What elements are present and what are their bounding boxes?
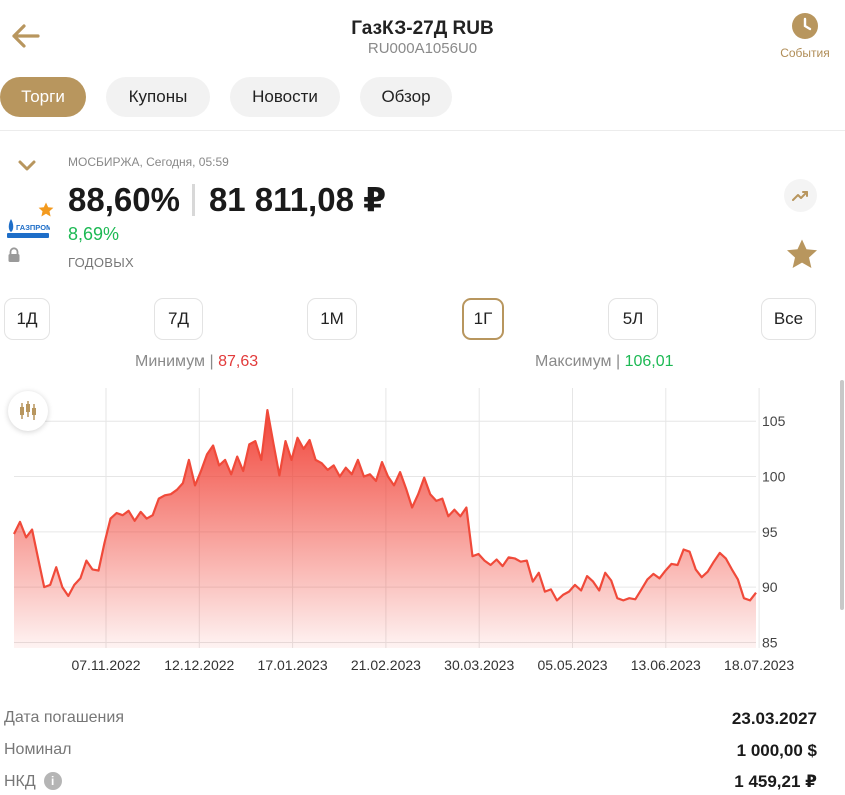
lock-icon <box>8 247 20 262</box>
detail-value: 1 000,00 $ <box>736 741 817 760</box>
tab-coupons[interactable]: Купоны <box>106 77 210 117</box>
minimum-label: Минимум <box>135 353 206 370</box>
price-rub: 81 811,08 ₽ <box>208 181 387 218</box>
divider <box>0 130 845 131</box>
events-label: События <box>780 46 830 60</box>
period-1d[interactable]: 1Д <box>4 298 50 340</box>
maximum-summary: Максимум | 106,01 <box>535 353 674 370</box>
detail-key: Номинал <box>4 741 72 758</box>
candlestick-toggle[interactable] <box>8 391 48 431</box>
yield-label: ГОДОВЫХ <box>68 255 135 270</box>
x-tick-label: 13.06.2023 <box>631 657 701 673</box>
period-5y[interactable]: 5Л <box>608 298 658 340</box>
x-tick-label: 07.11.2022 <box>71 657 140 673</box>
isin-code: RU000A1056U0 <box>367 40 478 57</box>
info-icon[interactable]: i <box>43 772 62 790</box>
price-line <box>13 409 757 602</box>
y-tick-label: 95 <box>762 524 778 540</box>
back-button[interactable] <box>8 18 44 54</box>
y-tick-label: 100 <box>762 469 786 485</box>
tab-news[interactable]: Новости <box>230 77 340 117</box>
detail-row-accrued-interest: НКД i 1 459,21 ₽ <box>0 772 845 795</box>
y-tick-label: 85 <box>762 634 778 650</box>
clock-icon <box>792 13 818 39</box>
detail-value: 1 459,21 ₽ <box>734 772 817 791</box>
trend-button[interactable] <box>784 179 817 212</box>
x-tick-label: 12.12.2022 <box>164 657 234 673</box>
arrow-left-icon <box>12 24 40 48</box>
x-tick-label: 18.07.2023 <box>724 657 794 673</box>
star-icon <box>787 239 817 268</box>
page-title: ГазКЗ-27Д RUB <box>351 18 494 39</box>
detail-row-nominal: Номинал 1 000,00 $ <box>0 741 845 767</box>
price-chart[interactable]: 85 90 95 100 105 07.11.2022 12.12.2022 17.01.20… <box>0 380 845 680</box>
x-tick-label: 05.05.2023 <box>537 657 607 673</box>
y-tick-label: 105 <box>762 413 786 429</box>
detail-key-label: НКД <box>4 773 36 790</box>
price-row: 88,60% 81 811,08 ₽ <box>68 180 386 219</box>
minimum-value: 87,63 <box>218 353 259 370</box>
detail-key: Дата погашения <box>4 709 124 726</box>
x-tick-label: 17.01.2023 <box>258 657 328 673</box>
svg-text:ГАЗПРОМ: ГАЗПРОМ <box>16 223 50 232</box>
maximum-label: Максимум <box>535 353 612 370</box>
favorite-badge-icon <box>38 202 54 217</box>
trend-icon <box>791 190 808 201</box>
exchange-timestamp: МОСБИРЖА, Сегодня, 05:59 <box>68 155 229 169</box>
collapse-button[interactable] <box>14 152 40 178</box>
tab-overview[interactable]: Обзор <box>360 77 452 117</box>
x-tick-label: 30.03.2023 <box>444 657 514 673</box>
y-tick-label: 90 <box>762 579 778 595</box>
app-header: ГазКЗ-27Д RUB RU000A1056U0 События <box>0 0 845 72</box>
detail-row-maturity: Дата погашения 23.03.2027 <box>0 709 845 735</box>
candlestick-icon <box>20 401 36 420</box>
period-1m[interactable]: 1М <box>307 298 357 340</box>
period-all[interactable]: Все <box>761 298 816 340</box>
price-separator <box>191 183 195 216</box>
chevron-down-icon <box>18 160 36 171</box>
price-area <box>14 410 756 648</box>
period-7d[interactable]: 7Д <box>154 298 203 340</box>
scrollbar[interactable] <box>840 380 844 610</box>
maximum-value: 106,01 <box>624 353 674 370</box>
favorite-button[interactable] <box>784 237 820 273</box>
issuer-logo: ГАЗПРОМ <box>7 219 50 238</box>
events-button[interactable]: События <box>775 12 835 60</box>
period-1y[interactable]: 1Г <box>462 298 504 340</box>
x-tick-label: 21.02.2023 <box>351 657 421 673</box>
minimum-summary: Минимум | 87,63 <box>135 353 259 370</box>
detail-value: 23.03.2027 <box>731 709 817 728</box>
price-percent: 88,60% <box>68 180 180 218</box>
yield-value: 8,69% <box>68 224 120 244</box>
detail-key: НКД i <box>4 772 62 791</box>
tab-trading[interactable]: Торги <box>0 77 86 117</box>
